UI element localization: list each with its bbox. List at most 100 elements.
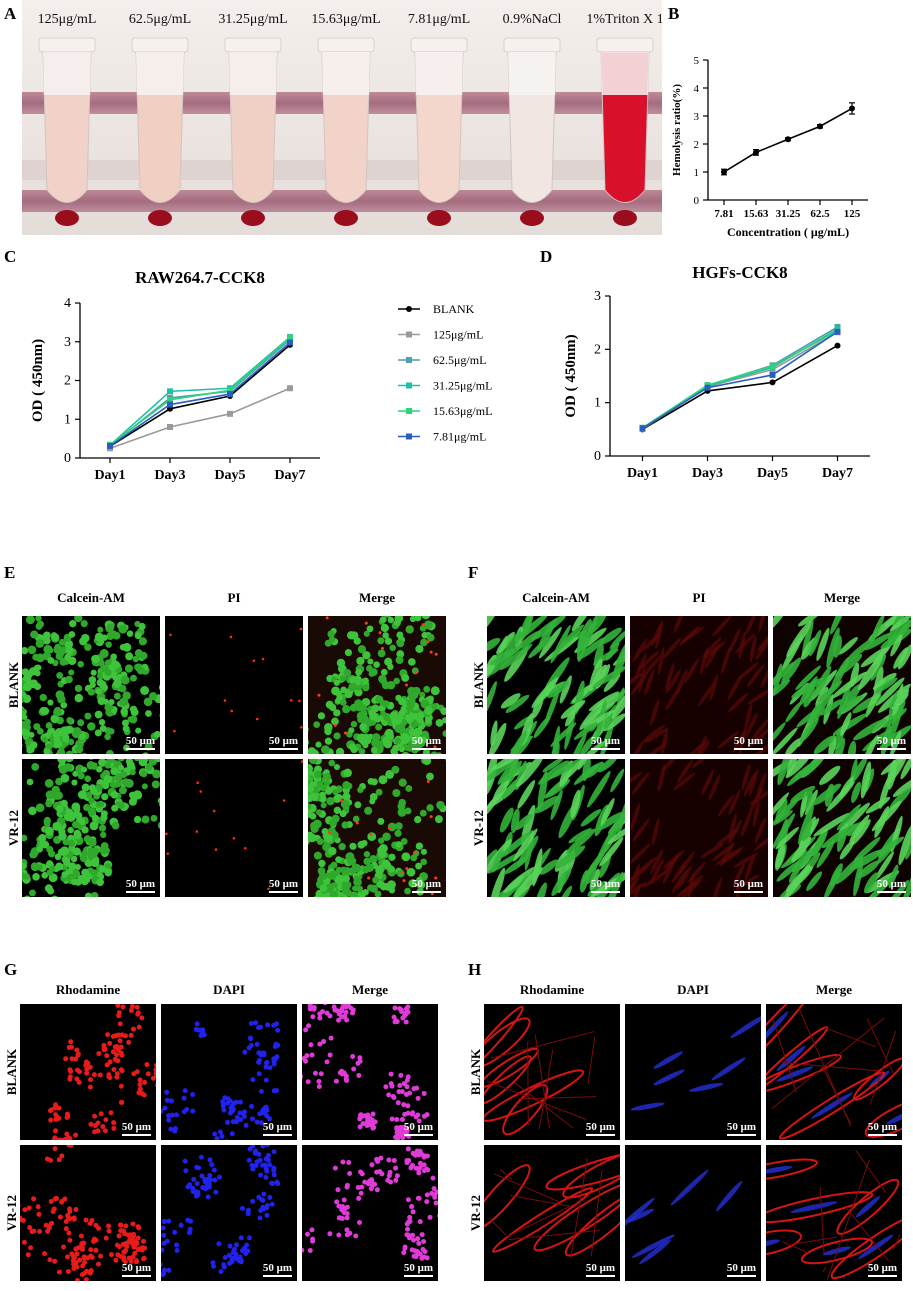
micro-shape [358, 748, 366, 754]
micro-shape [166, 1117, 172, 1123]
micro-shape [54, 1195, 60, 1201]
micro-shape [394, 1117, 400, 1123]
micro-shape [269, 1181, 275, 1187]
micro-shape [140, 770, 148, 778]
micro-shape [22, 862, 27, 870]
micro-shape [225, 1119, 231, 1125]
micro-shape [150, 1075, 156, 1081]
micro-shape [835, 855, 864, 885]
micro-shape [344, 1077, 350, 1083]
micro-shape [91, 762, 98, 769]
micro-shape [206, 1183, 212, 1189]
micro-shape [590, 1169, 603, 1257]
micro-shape [190, 1091, 196, 1097]
micro-shape [386, 1157, 392, 1163]
legend-item: BLANK [398, 302, 475, 316]
tube-top [43, 52, 91, 95]
micro-shape [502, 1084, 549, 1136]
micro-shape [354, 678, 362, 686]
scale-bar-line [411, 748, 441, 750]
micro-shape [212, 809, 216, 813]
micro-shape [400, 838, 408, 845]
micro-shape [766, 1026, 829, 1091]
micro-shape [306, 1023, 312, 1029]
micro-shape [331, 814, 340, 823]
micro-shape [343, 866, 351, 874]
micro-shape [771, 1017, 885, 1110]
micro-shape [379, 616, 387, 623]
micro-shape [35, 623, 43, 630]
micro-shape [396, 869, 405, 878]
legend-item: 31.25μg/mL [398, 379, 492, 393]
micro-shape [70, 873, 78, 880]
micro-shape [217, 1129, 223, 1135]
micro-shape [68, 631, 76, 638]
micro-shape [68, 1068, 74, 1074]
micro-shape [678, 851, 695, 875]
micro-shape [826, 1159, 870, 1280]
micro-shape [51, 895, 58, 897]
micro-shape [375, 723, 383, 731]
micro-shape [174, 1112, 180, 1118]
micro-shape [405, 1103, 411, 1109]
series-line [109, 387, 291, 450]
micro-shape [582, 616, 598, 652]
micro-shape [535, 882, 547, 897]
micro-shape [436, 800, 445, 810]
micro-shape [164, 1089, 170, 1095]
micro-shape [798, 616, 822, 627]
micro-shape [273, 1088, 279, 1094]
micro-shape [242, 1109, 248, 1115]
micro-shape [216, 1174, 222, 1180]
micro-shape [250, 1166, 256, 1172]
micro-shape [299, 627, 303, 631]
micro-shape [38, 833, 47, 842]
micrograph-tile: 50 μm [22, 759, 160, 897]
micro-shape [198, 1033, 204, 1039]
micro-shape [77, 660, 85, 668]
micro-shape [758, 616, 767, 632]
micro-shape [328, 759, 336, 767]
micro-shape [352, 863, 362, 873]
micro-shape [110, 653, 117, 661]
micrograph-tile: 50 μm [22, 616, 160, 754]
micro-shape [71, 1265, 77, 1271]
micro-shape [342, 792, 351, 801]
micro-shape [392, 788, 401, 798]
micro-shape [826, 627, 840, 669]
micro-shape [82, 1270, 88, 1276]
micro-shape [263, 1077, 269, 1083]
micro-shape [142, 752, 149, 754]
micro-shape [653, 1069, 685, 1086]
micrograph-tile: 50 μm [161, 1004, 297, 1140]
micro-shape [353, 875, 361, 883]
micro-shape [831, 671, 867, 699]
micro-shape [715, 1180, 743, 1212]
micro-shape [121, 719, 130, 727]
micro-shape [104, 762, 111, 769]
micro-shape [45, 800, 53, 808]
micro-shape [489, 645, 522, 666]
micro-shape [23, 873, 31, 880]
micro-shape [430, 686, 440, 696]
micro-shape [858, 1234, 894, 1260]
micro-shape [22, 668, 30, 676]
micro-shape [332, 789, 339, 796]
micro-shape [101, 793, 109, 801]
micro-shape [250, 1145, 256, 1149]
micro-shape [114, 1074, 120, 1080]
micro-shape [273, 1021, 279, 1027]
micro-shape [351, 1066, 357, 1072]
micro-shape [766, 1229, 802, 1258]
scale-bar-label: 50 μm [268, 878, 298, 890]
scale-bar: 50 μm [733, 735, 763, 750]
micro-shape [230, 1108, 236, 1114]
micro-shape [48, 1157, 54, 1163]
micro-shape [390, 748, 397, 754]
micro-shape [625, 1197, 655, 1231]
data-point [227, 391, 233, 398]
micro-shape [308, 1004, 312, 1005]
tube-top [601, 52, 649, 95]
micro-shape [389, 1116, 395, 1122]
micro-shape [33, 664, 41, 672]
